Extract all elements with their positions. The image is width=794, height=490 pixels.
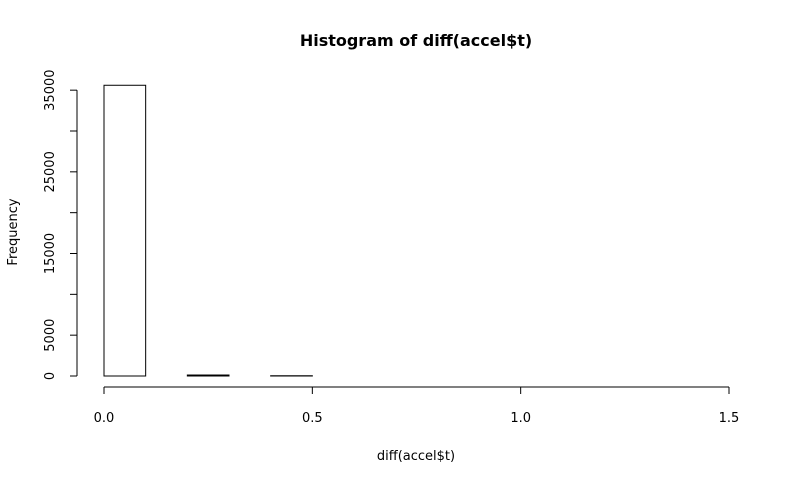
chart-title: Histogram of diff(accel$t): [300, 31, 532, 50]
y-tick-label: 0: [43, 372, 58, 380]
y-axis: 0 5000 15000 25000 35000: [43, 69, 77, 380]
x-tick-label: 0.5: [302, 411, 323, 426]
x-axis-label: diff(accel$t): [377, 449, 455, 464]
y-tick-label: 5000: [43, 319, 58, 352]
x-tick-label: 1.5: [719, 411, 740, 426]
y-axis-label: Frequency: [6, 198, 21, 265]
x-tick-label: 0.0: [94, 411, 115, 426]
x-tick-label: 1.0: [510, 411, 531, 426]
histogram-bars: [104, 85, 312, 376]
histogram-bar-2: [187, 375, 229, 376]
y-tick-label: 35000: [43, 69, 58, 110]
y-tick-label: 15000: [43, 233, 58, 274]
x-axis: 0.0 0.5 1.0 1.5: [94, 387, 740, 426]
histogram-bar-0: [104, 85, 146, 376]
y-tick-label: 25000: [43, 151, 58, 192]
